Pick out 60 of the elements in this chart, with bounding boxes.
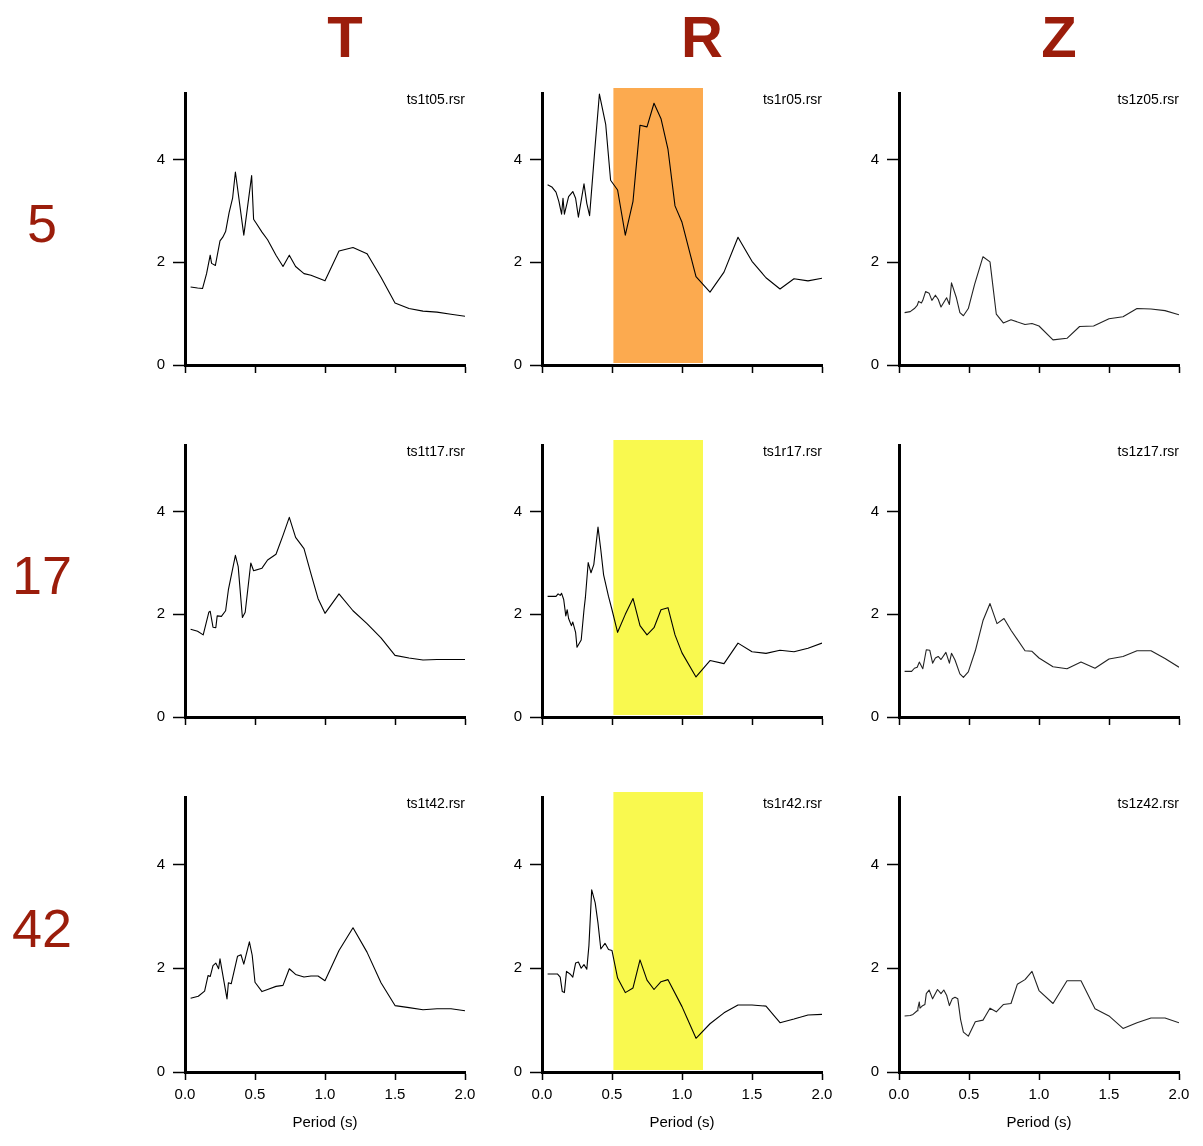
x-tick-label: 1.0 — [1028, 1085, 1050, 1103]
y-tick-label: 2 — [156, 604, 165, 622]
x-tick-label: 2.0 — [454, 1085, 476, 1103]
y-tick-label: 2 — [870, 958, 879, 976]
annotation: ts1z17.rsr — [1117, 442, 1180, 459]
y-tick-label: 4 — [870, 149, 879, 167]
y-axis-title: 17 — [11, 544, 73, 605]
y-tick-label: 2 — [513, 252, 522, 270]
y-tick-label: 0 — [156, 707, 165, 725]
y-tick-label: 4 — [513, 149, 522, 167]
annotation: ts1z05.rsr — [1117, 90, 1180, 107]
y-axis-title: 42 — [11, 898, 73, 959]
y-tick-label: 4 — [156, 854, 165, 872]
y-tick-label: 0 — [156, 355, 165, 373]
annotation: ts1r17.rsr — [762, 442, 823, 459]
y-tick-label: 2 — [870, 604, 879, 622]
x-tick-label: 0.0 — [888, 1085, 910, 1103]
y-tick-label: 0 — [513, 1062, 522, 1080]
annotation: ts1t17.rsr — [406, 442, 466, 459]
annotation: ts1r05.rsr — [762, 90, 823, 107]
x-tick-label: 1.5 — [1098, 1085, 1120, 1103]
x-tick-label: 2.0 — [1168, 1085, 1190, 1103]
x-tick-label: 0.5 — [958, 1085, 980, 1103]
y-tick-label: 0 — [870, 1062, 879, 1080]
x-tick-label: 0.5 — [601, 1085, 623, 1103]
x-tick-label: 1.5 — [384, 1085, 406, 1103]
annotation: ts1t42.rsr — [406, 794, 466, 811]
x-axis-title: Period (s) — [1006, 1113, 1072, 1131]
y-tick-label: 2 — [513, 604, 522, 622]
chart-title: T — [327, 4, 363, 69]
chart-title: R — [681, 4, 723, 69]
y-tick-label: 0 — [513, 355, 522, 373]
chart-title: Z — [1041, 4, 1077, 69]
y-tick-label: 2 — [156, 958, 165, 976]
y-tick-label: 2 — [513, 958, 522, 976]
annotation: ts1z42.rsr — [1117, 794, 1180, 811]
y-tick-label: 4 — [513, 501, 522, 519]
x-tick-label: 0.0 — [174, 1085, 196, 1103]
y-tick-label: 4 — [870, 854, 879, 872]
y-tick-label: 2 — [870, 252, 879, 270]
x-tick-label: 0.0 — [531, 1085, 553, 1103]
y-tick-label: 4 — [156, 501, 165, 519]
y-tick-label: 4 — [513, 854, 522, 872]
x-tick-label: 0.5 — [244, 1085, 266, 1103]
y-tick-label: 4 — [156, 149, 165, 167]
y-tick-label: 2 — [156, 252, 165, 270]
y-tick-label: 0 — [156, 1062, 165, 1080]
y-axis-title: 5 — [26, 192, 58, 253]
x-axis-title: Period (s) — [292, 1113, 358, 1131]
annotation: ts1r42.rsr — [762, 794, 823, 811]
x-tick-label: 1.5 — [741, 1085, 763, 1103]
annotation: ts1t05.rsr — [406, 90, 466, 107]
y-tick-label: 0 — [870, 355, 879, 373]
y-tick-label: 0 — [870, 707, 879, 725]
x-tick-label: 2.0 — [811, 1085, 833, 1103]
x-axis-title: Period (s) — [649, 1113, 715, 1131]
x-tick-label: 1.0 — [314, 1085, 336, 1103]
x-tick-label: 1.0 — [671, 1085, 693, 1103]
y-tick-label: 4 — [870, 501, 879, 519]
y-tick-label: 0 — [513, 707, 522, 725]
